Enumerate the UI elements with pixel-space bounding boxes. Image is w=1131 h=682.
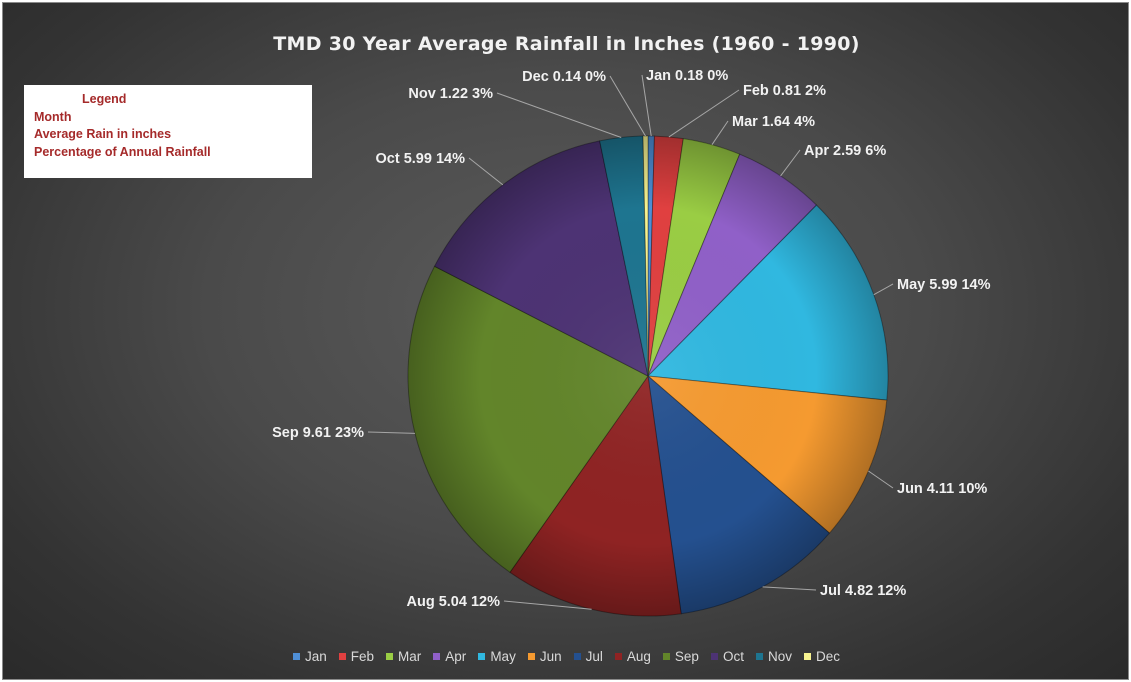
legend-line-month: Month xyxy=(34,109,72,124)
legend-swatch-apr xyxy=(433,653,441,660)
leader-line-apr xyxy=(780,149,801,177)
legend-label-sep: Sep xyxy=(674,649,699,664)
legend-line-rain: Average Rain in inches xyxy=(34,127,172,141)
data-label-jan: Jan 0.18 0% xyxy=(646,68,728,84)
leader-line-feb xyxy=(668,89,740,138)
legend-swatch-aug xyxy=(614,653,622,660)
legend-swatch-feb xyxy=(338,653,346,660)
data-label-oct: Oct 5.99 14% xyxy=(376,151,466,167)
legend-label-may: May xyxy=(490,649,516,664)
data-label-apr: Apr 2.59 6% xyxy=(804,143,886,159)
legend-entry-may: May xyxy=(478,649,516,664)
legend-entry-jul: Jul xyxy=(573,649,603,664)
chart-title: TMD 30 Year Average Rainfall in Inches (… xyxy=(273,33,860,55)
legend-swatch-jun xyxy=(527,653,535,660)
data-label-nov: Nov 1.22 3% xyxy=(408,86,493,102)
data-label-feb: Feb 0.81 2% xyxy=(743,83,826,99)
legend-swatch-may xyxy=(478,653,486,660)
legend-label-nov: Nov xyxy=(767,649,792,664)
leader-line-dec xyxy=(609,75,646,137)
leader-line-oct xyxy=(468,157,504,186)
leader-line-mar xyxy=(711,120,729,145)
leader-line-aug xyxy=(503,600,592,610)
legend-swatch-nov xyxy=(755,653,763,660)
legend-swatch-jul xyxy=(573,653,581,660)
legend-label-jun: Jun xyxy=(539,649,562,664)
data-label-mar: Mar 1.64 4% xyxy=(732,114,815,130)
leader-line-may xyxy=(873,283,894,296)
legend-label-dec: Dec xyxy=(815,649,840,664)
legend-swatch-mar xyxy=(386,653,394,660)
legend-entry-nov: Nov xyxy=(755,649,792,664)
leader-line-jan xyxy=(641,74,652,137)
legend-label-jul: Jul xyxy=(585,649,603,664)
data-label-aug: Aug 5.04 12% xyxy=(407,594,501,610)
legend-entry-aug: Aug xyxy=(614,649,651,664)
data-label-sep: Sep 9.61 23% xyxy=(272,425,364,441)
leader-line-jul xyxy=(762,586,817,591)
leader-line-sep xyxy=(367,431,415,434)
legend-entry-sep: Sep xyxy=(662,649,699,664)
series-legend: Jan Feb Mar Apr May Jun Jul Aug Sep Oct Nov Dec xyxy=(3,649,1128,664)
legend-label-mar: Mar xyxy=(398,649,422,664)
data-label-jun: Jun 4.11 10% xyxy=(897,481,987,497)
legend-entry-mar: Mar xyxy=(386,649,421,664)
legend-label-oct: Oct xyxy=(722,649,744,664)
legend-swatch-oct xyxy=(710,653,718,660)
legend-heading: Legend xyxy=(82,92,127,106)
legend-swatch-jan xyxy=(293,653,300,660)
data-label-may: May 5.99 14% xyxy=(897,277,991,293)
data-label-jul: Jul 4.82 12% xyxy=(820,583,906,599)
legend-line-percent: Percentage of Annual Rainfall xyxy=(34,144,211,159)
legend-box: Legend Month Average Rain in inches Perc… xyxy=(24,85,312,178)
legend-entry-dec: Dec xyxy=(803,649,840,664)
legend-swatch-dec xyxy=(803,653,811,660)
leader-line-jun xyxy=(868,470,894,489)
leader-line-nov xyxy=(496,92,622,138)
legend-label-apr: Apr xyxy=(445,649,467,664)
legend-entry-jan: Jan xyxy=(293,649,327,664)
legend-swatch-sep xyxy=(662,653,670,660)
legend-label-aug: Aug xyxy=(626,649,651,664)
legend-entry-jun: Jun xyxy=(527,649,562,664)
legend-entry-feb: Feb xyxy=(338,649,375,664)
data-label-dec: Dec 0.14 0% xyxy=(522,69,606,85)
legend-label-jan: Jan xyxy=(305,649,327,664)
legend-entry-oct: Oct xyxy=(710,649,744,664)
legend-entry-apr: Apr xyxy=(433,649,466,664)
legend-label-feb: Feb xyxy=(350,649,375,664)
